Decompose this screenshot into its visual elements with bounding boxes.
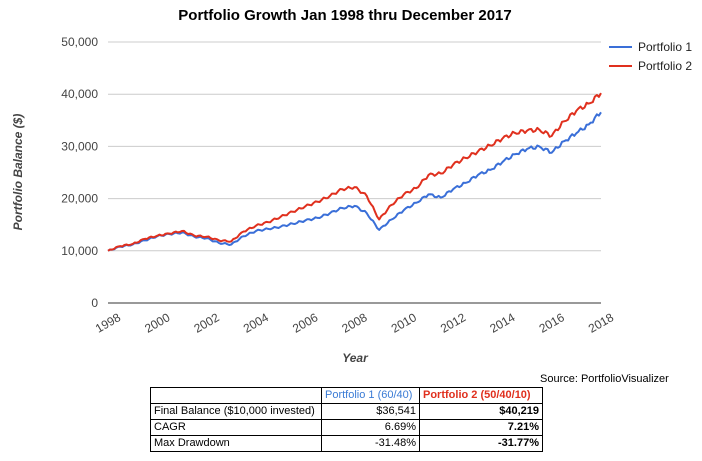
stats-row-p1-value: $36,541 <box>321 403 420 420</box>
legend: Portfolio 1 Portfolio 2 <box>609 40 692 73</box>
stats-header-portfolio-1: Portfolio 1 (60/40) <box>321 387 420 404</box>
stats-row-label: CAGR <box>150 419 322 436</box>
chart-title: Portfolio Growth Jan 1998 thru December … <box>178 7 511 24</box>
x-tick-label: 2018 <box>586 310 616 336</box>
stats-header-portfolio-2: Portfolio 2 (50/40/10) <box>419 387 543 404</box>
x-tick-label: 2006 <box>290 310 320 336</box>
y-tick-label: 40,000 <box>61 87 98 101</box>
series-lines <box>107 92 602 252</box>
y-axis-ticks: 0 10,000 20,000 30,000 40,000 50,000 <box>61 35 98 310</box>
series-line-1 <box>107 111 602 252</box>
x-tick-label: 2008 <box>339 310 369 336</box>
x-tick-label: 2002 <box>192 310 222 336</box>
y-tick-label: 20,000 <box>61 192 98 206</box>
x-tick-label: 2014 <box>487 310 517 336</box>
x-tick-label: 2016 <box>537 310 567 336</box>
stats-table: Portfolio 1 (60/40) Portfolio 2 (50/40/1… <box>150 387 543 452</box>
stats-row-label: Max Drawdown <box>150 435 322 452</box>
y-tick-label: 0 <box>91 296 98 310</box>
x-axis-ticks: 1998 2000 2002 2004 2006 2008 2010 2012 2014 2016… <box>93 310 616 336</box>
stats-row-cagr: CAGR 6.69% 7.21% <box>150 419 543 436</box>
series-line-2 <box>107 92 602 252</box>
stats-row-p1-value: -31.48% <box>321 435 420 452</box>
y-tick-label: 10,000 <box>61 244 98 258</box>
stats-row-label: Final Balance ($10,000 invested) <box>150 403 322 420</box>
legend-label-1: Portfolio 1 <box>638 40 692 54</box>
y-tick-label: 50,000 <box>61 35 98 49</box>
x-tick-label: 2012 <box>438 310 468 336</box>
chart: Portfolio Growth Jan 1998 thru December … <box>11 7 692 365</box>
x-tick-label: 2000 <box>142 310 172 336</box>
stats-row-p2-value: $40,219 <box>419 403 543 420</box>
stats-row-final-balance: Final Balance ($10,000 invested) $36,541… <box>150 403 543 420</box>
stats-row-p1-value: 6.69% <box>321 419 420 436</box>
source-note: Source: PortfolioVisualizer <box>540 373 669 385</box>
stats-row-max-drawdown: Max Drawdown -31.48% -31.77% <box>150 435 543 452</box>
gridlines <box>108 41 601 304</box>
stats-header-blank <box>150 387 322 404</box>
x-tick-label: 2010 <box>389 310 419 336</box>
x-tick-label: 1998 <box>93 310 123 336</box>
y-tick-label: 30,000 <box>61 139 98 153</box>
x-axis-title: Year <box>342 351 369 365</box>
legend-label-2: Portfolio 2 <box>638 59 692 73</box>
y-axis-title: Portfolio Balance ($) <box>11 114 25 231</box>
stats-row-p2-value: -31.77% <box>419 435 543 452</box>
x-tick-label: 2004 <box>241 310 271 336</box>
stats-header-row: Portfolio 1 (60/40) Portfolio 2 (50/40/1… <box>150 387 543 404</box>
stats-row-p2-value: 7.21% <box>419 419 543 436</box>
